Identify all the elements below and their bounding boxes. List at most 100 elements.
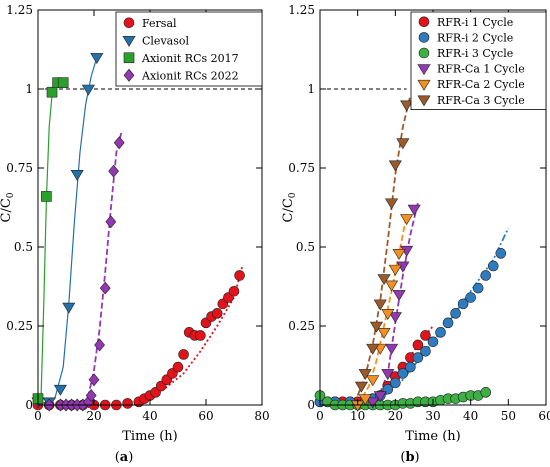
legend-marker xyxy=(418,32,430,43)
data-point xyxy=(105,215,117,229)
panel-label: (a) xyxy=(115,450,134,465)
x-tick-label: 80 xyxy=(254,409,269,423)
data-point xyxy=(385,343,399,355)
data-point xyxy=(420,345,431,357)
data-point xyxy=(388,264,402,276)
series-axionit-rcs-2022 xyxy=(43,136,125,412)
legend-box xyxy=(410,11,547,110)
legend-marker xyxy=(418,47,430,59)
data-point xyxy=(465,292,476,303)
legend-label: Axionit RCs 2022 xyxy=(141,69,239,82)
series-rfr-ca-3-cycle xyxy=(354,100,414,393)
data-point xyxy=(420,330,431,341)
legend-marker xyxy=(123,52,135,64)
x-tick-label: 0 xyxy=(316,409,324,423)
data-point xyxy=(234,270,245,281)
data-point xyxy=(400,214,414,226)
chart-panel-b: 0 10 20 30 40 50 60 0 0.25 0.5 0.75 1 1.25 Time (h) C/… xyxy=(281,3,550,465)
data-point xyxy=(385,280,399,292)
legend-label: RFR-i 2 Cycle xyxy=(437,31,513,44)
y-tick-label: 0 xyxy=(307,398,315,412)
data-point xyxy=(113,136,125,150)
data-point xyxy=(381,369,395,380)
data-point xyxy=(388,312,402,324)
y-tick-label: 1.25 xyxy=(288,3,315,17)
fit-line-axionit-rcs-2017 xyxy=(40,78,64,406)
y-axis-title: C/C0 xyxy=(281,192,298,222)
y-tick-label: 1.25 xyxy=(6,3,33,17)
data-point xyxy=(358,369,372,380)
series-rfr-i-2-cycle xyxy=(314,248,507,408)
chart-panel-a: 0 20 40 60 80 0 0.25 0.5 0.75 1 1.25 Time (h) C/C0 Fe… xyxy=(0,3,270,465)
data-point xyxy=(377,328,391,339)
data-point xyxy=(390,377,401,389)
data-point xyxy=(388,160,402,172)
data-point xyxy=(172,361,184,373)
data-point xyxy=(397,368,409,379)
data-point xyxy=(108,164,119,178)
fit-line-clevasol xyxy=(37,57,98,406)
legend-marker xyxy=(123,68,135,82)
data-point xyxy=(57,77,69,88)
y-axis-title: C/C0 xyxy=(0,192,16,222)
data-point xyxy=(385,198,399,210)
legend-label: Fersal xyxy=(142,17,177,30)
data-point xyxy=(366,343,380,355)
fit-line-fersal xyxy=(138,265,244,406)
x-tick-label: 40 xyxy=(142,409,157,423)
y-tick-label: 1 xyxy=(25,82,33,96)
x-tick-label: 30 xyxy=(425,409,440,423)
data-point xyxy=(487,260,499,272)
x-axis-title: Time (h) xyxy=(405,429,461,444)
legend-label: RFR-Ca 3 Cycle xyxy=(437,94,525,107)
y-tick-label: 0.75 xyxy=(6,161,33,175)
data-point xyxy=(228,285,240,297)
data-point xyxy=(46,86,58,98)
legend-label: Axionit RCs 2017 xyxy=(141,52,239,65)
data-point xyxy=(480,270,492,281)
data-point xyxy=(457,298,469,310)
data-point xyxy=(358,394,372,406)
data-point xyxy=(178,349,189,360)
data-point xyxy=(381,309,395,320)
legend-marker xyxy=(417,95,431,107)
data-point xyxy=(94,338,105,352)
x-tick-label: 20 xyxy=(86,409,101,423)
data-point xyxy=(366,375,380,387)
series-rfr-ca-2-cycle xyxy=(351,214,414,412)
x-tick-label: 60 xyxy=(538,409,550,423)
data-point xyxy=(354,381,368,393)
fit-line-rfr-ca-3-cycle xyxy=(356,95,412,396)
data-point xyxy=(373,299,387,311)
y-tick-label: 1 xyxy=(307,82,315,96)
legend-label: RFR-Ca 2 Cycle xyxy=(437,78,525,91)
data-point xyxy=(62,302,76,314)
data-point xyxy=(412,339,424,351)
x-axis-title: Time (h) xyxy=(122,429,178,444)
x-tick-label: 40 xyxy=(463,409,478,423)
x-tick-label: 0 xyxy=(34,409,42,423)
legend-marker xyxy=(417,64,431,76)
x-tick-label: 50 xyxy=(501,409,516,423)
y-tick-label: 0.75 xyxy=(288,161,315,175)
legend-label: Clevasol xyxy=(142,34,189,47)
legend-marker xyxy=(417,79,431,91)
data-point xyxy=(480,387,492,398)
x-tick-label: 20 xyxy=(388,409,403,423)
legend-marker xyxy=(418,16,430,28)
x-tick-label: 60 xyxy=(198,409,213,423)
series-rfr-ca-1-cycle xyxy=(351,204,421,412)
data-point xyxy=(81,84,95,96)
legend-marker xyxy=(123,17,135,29)
data-point xyxy=(122,398,133,409)
panel-label: (b) xyxy=(400,450,419,465)
data-point xyxy=(53,384,67,396)
data-point xyxy=(70,170,84,181)
data-point xyxy=(85,389,97,402)
legend-marker xyxy=(122,35,136,47)
legend-label: RFR-i 3 Cycle xyxy=(437,47,513,60)
data-point xyxy=(427,336,439,348)
legend-box xyxy=(115,11,263,87)
data-point xyxy=(99,281,111,295)
